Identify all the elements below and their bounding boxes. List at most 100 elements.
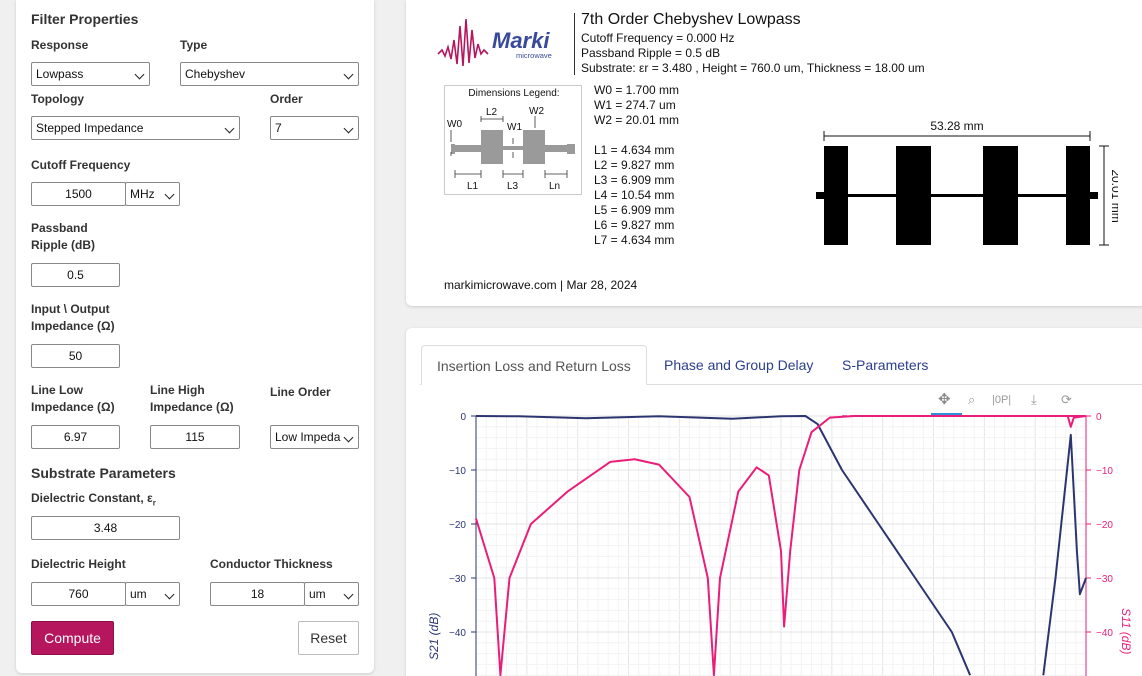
line-high-label-line1: Line High xyxy=(150,383,205,397)
chart-grid xyxy=(475,415,1087,676)
layout-port-left xyxy=(816,192,824,199)
ripple-input[interactable]: 0.5 xyxy=(31,263,120,287)
dimensions-legend: Dimensions Legend: L2 W2 W0 W1 L1 L3 xyxy=(444,85,582,195)
y2-tick-label: −40 xyxy=(1096,628,1113,639)
dielectric-constant-label: Dielectric Constant, εr xyxy=(31,490,156,511)
dim-w0: W0 = 1.700 mm xyxy=(594,83,680,97)
dielectric-height-label: Dielectric Height xyxy=(31,557,126,571)
marki-logo: Marki microwave xyxy=(437,18,552,66)
cutoff-unit-value: MHz xyxy=(130,187,155,201)
summary-cutoff: Cutoff Frequency = 0.000 Hz xyxy=(581,31,735,45)
tab-bar-divider xyxy=(420,384,1142,385)
autoscale-icon[interactable]: |0P| xyxy=(992,394,1012,406)
logo-waveform xyxy=(437,18,489,66)
chevron-down-icon xyxy=(343,69,354,80)
response-label: Response xyxy=(31,38,89,52)
chevron-down-icon xyxy=(164,189,175,200)
dim-l2: L2 = 9.827 mm xyxy=(594,158,675,172)
legend-section-l3 xyxy=(503,146,523,150)
dim-l5: L5 = 6.909 mm xyxy=(594,203,675,217)
type-value: Chebyshev xyxy=(185,67,246,81)
y-tick-label: −30 xyxy=(449,574,466,585)
reset-icon[interactable]: ⟳ xyxy=(1061,392,1072,407)
reset-button[interactable]: Reset xyxy=(298,621,359,655)
chevron-down-icon xyxy=(224,123,235,134)
line-high-input[interactable]: 115 xyxy=(150,425,240,449)
filter-layout-diagram: 53.28 mm 20.01 mm xyxy=(816,119,1118,246)
logo-text: Marki xyxy=(492,28,550,53)
cutoff-label: Cutoff Frequency xyxy=(31,158,131,172)
zoom-icon[interactable]: ⌕ xyxy=(968,392,976,407)
dielectric-constant-text: Dielectric Constant, ε xyxy=(31,491,153,505)
topology-label: Topology xyxy=(31,92,85,106)
insertion-return-loss-chart: 0 −10 −20 −30 −40 0 −10 −20 −30 −40 S21 (dB) S11 … xyxy=(427,412,1133,676)
legend-section-l1 xyxy=(455,145,481,152)
move-icon[interactable]: ✥ xyxy=(938,391,951,408)
cutoff-unit-select[interactable]: MHz xyxy=(125,182,180,206)
height-unit-select[interactable]: um xyxy=(125,582,180,606)
y-tick-label: −20 xyxy=(449,520,466,531)
chevron-down-icon xyxy=(343,589,354,600)
thickness-unit-select[interactable]: um xyxy=(304,582,359,606)
legend-label-ln: Ln xyxy=(549,181,560,192)
legend-label-l1: L1 xyxy=(467,181,479,192)
legend-port-left xyxy=(451,144,455,154)
summary-divider xyxy=(574,13,575,75)
line-low-label-line1: Line Low xyxy=(31,383,83,397)
thickness-unit-value: um xyxy=(309,587,326,601)
response-select[interactable]: Lowpass xyxy=(31,62,150,86)
legend-l3-arrow xyxy=(502,170,524,178)
total-length-dimension-line xyxy=(823,131,1091,141)
layout-stub-3 xyxy=(983,146,1018,245)
tab-insertion-return-loss[interactable]: Insertion Loss and Return Loss xyxy=(421,345,647,385)
topology-value: Stepped Impedance xyxy=(36,121,144,135)
summary-footer: markimicrowave.com | Mar 28, 2024 xyxy=(444,278,638,292)
layout-stub-1 xyxy=(824,146,848,245)
ripple-label-line2: Ripple (dB) xyxy=(31,238,95,252)
y-tick-label: −40 xyxy=(449,628,466,639)
dim-l1: L1 = 4.634 mm xyxy=(594,143,675,157)
dim-w2: W2 = 20.01 mm xyxy=(594,113,680,127)
dielectric-height-input[interactable]: 760 xyxy=(31,582,126,606)
topology-select[interactable]: Stepped Impedance xyxy=(31,116,240,140)
width-dimensions: W0 = 1.700 mm W1 = 274.7 um W2 = 20.01 m… xyxy=(594,83,679,128)
legend-label-l3: L3 xyxy=(507,181,519,192)
conductor-thickness-input[interactable]: 18 xyxy=(210,582,305,606)
legend-label-w2: W2 xyxy=(529,106,544,117)
ripple-label: Passband Ripple (dB) xyxy=(31,220,95,254)
dim-l6: L6 = 9.827 mm xyxy=(594,218,675,232)
impedance-label: Input \ Output Impedance (Ω) xyxy=(31,301,115,335)
legend-label-l2: L2 xyxy=(486,107,498,118)
y2-tick-label: −10 xyxy=(1096,466,1113,477)
chevron-down-icon xyxy=(343,123,354,134)
dielectric-constant-input[interactable]: 3.48 xyxy=(31,516,180,540)
line-order-label: Line Order xyxy=(270,385,331,399)
legend-label-w1: W1 xyxy=(507,122,522,133)
impedance-input[interactable]: 50 xyxy=(31,344,120,368)
download-icon[interactable]: ⤓ xyxy=(1031,392,1037,407)
y-tick-label: 0 xyxy=(460,412,466,423)
tab-phase-group-delay[interactable]: Phase and Group Delay xyxy=(664,357,814,373)
response-value: Lowpass xyxy=(36,67,84,81)
total-width-label: 20.01 mm xyxy=(1109,169,1118,222)
series-s11-line xyxy=(475,415,1086,676)
y2-tick-label: 0 xyxy=(1096,412,1102,423)
layout-port-right xyxy=(1090,192,1098,199)
cutoff-input[interactable]: 1500 xyxy=(31,182,126,206)
line-low-input[interactable]: 6.97 xyxy=(31,425,120,449)
legend-label-w0: W0 xyxy=(447,119,462,130)
tab-s-parameters[interactable]: S-Parameters xyxy=(842,357,929,373)
dim-l4: L4 = 10.54 mm xyxy=(594,188,675,202)
line-order-value: Low Impeda xyxy=(275,430,341,444)
compute-button[interactable]: Compute xyxy=(31,621,114,655)
conductor-thickness-label: Conductor Thickness xyxy=(210,557,333,571)
line-high-label: Line High Impedance (Ω) xyxy=(150,382,234,416)
order-select[interactable]: 7 xyxy=(270,116,359,140)
y-axis-label: S21 (dB) xyxy=(427,613,441,660)
line-order-select[interactable]: Low Impeda xyxy=(270,425,359,449)
chart-series xyxy=(475,415,1087,676)
line-low-label: Line Low Impedance (Ω) xyxy=(31,382,115,416)
line-low-label-line2: Impedance (Ω) xyxy=(31,400,115,414)
dim-l3: L3 = 6.909 mm xyxy=(594,173,675,187)
type-select[interactable]: Chebyshev xyxy=(180,62,359,86)
